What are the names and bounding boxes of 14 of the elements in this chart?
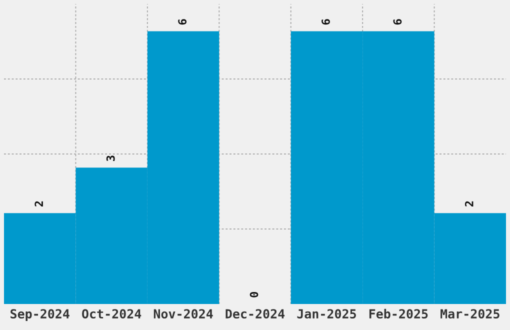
x-tick-label: Jan-2025 [297, 309, 356, 319]
x-tick-label: Dec-2024 [226, 309, 285, 319]
data-label: 0 [250, 292, 258, 298]
data-label: 3 [106, 156, 115, 161]
x-tick-label: Sep-2024 [10, 309, 70, 321]
x-tick-label: Feb-2025 [369, 308, 428, 319]
data-label: 6 [393, 19, 402, 25]
data-label: 2 [464, 201, 474, 206]
data-label: 6 [178, 19, 187, 25]
data-label: 6 [322, 19, 330, 25]
x-tick-label: Nov-2024 [154, 309, 213, 319]
data-label: 2 [34, 201, 43, 206]
x-tick-label: Oct-2024 [82, 309, 142, 319]
x-tick-label: Mar-2025 [440, 309, 500, 319]
